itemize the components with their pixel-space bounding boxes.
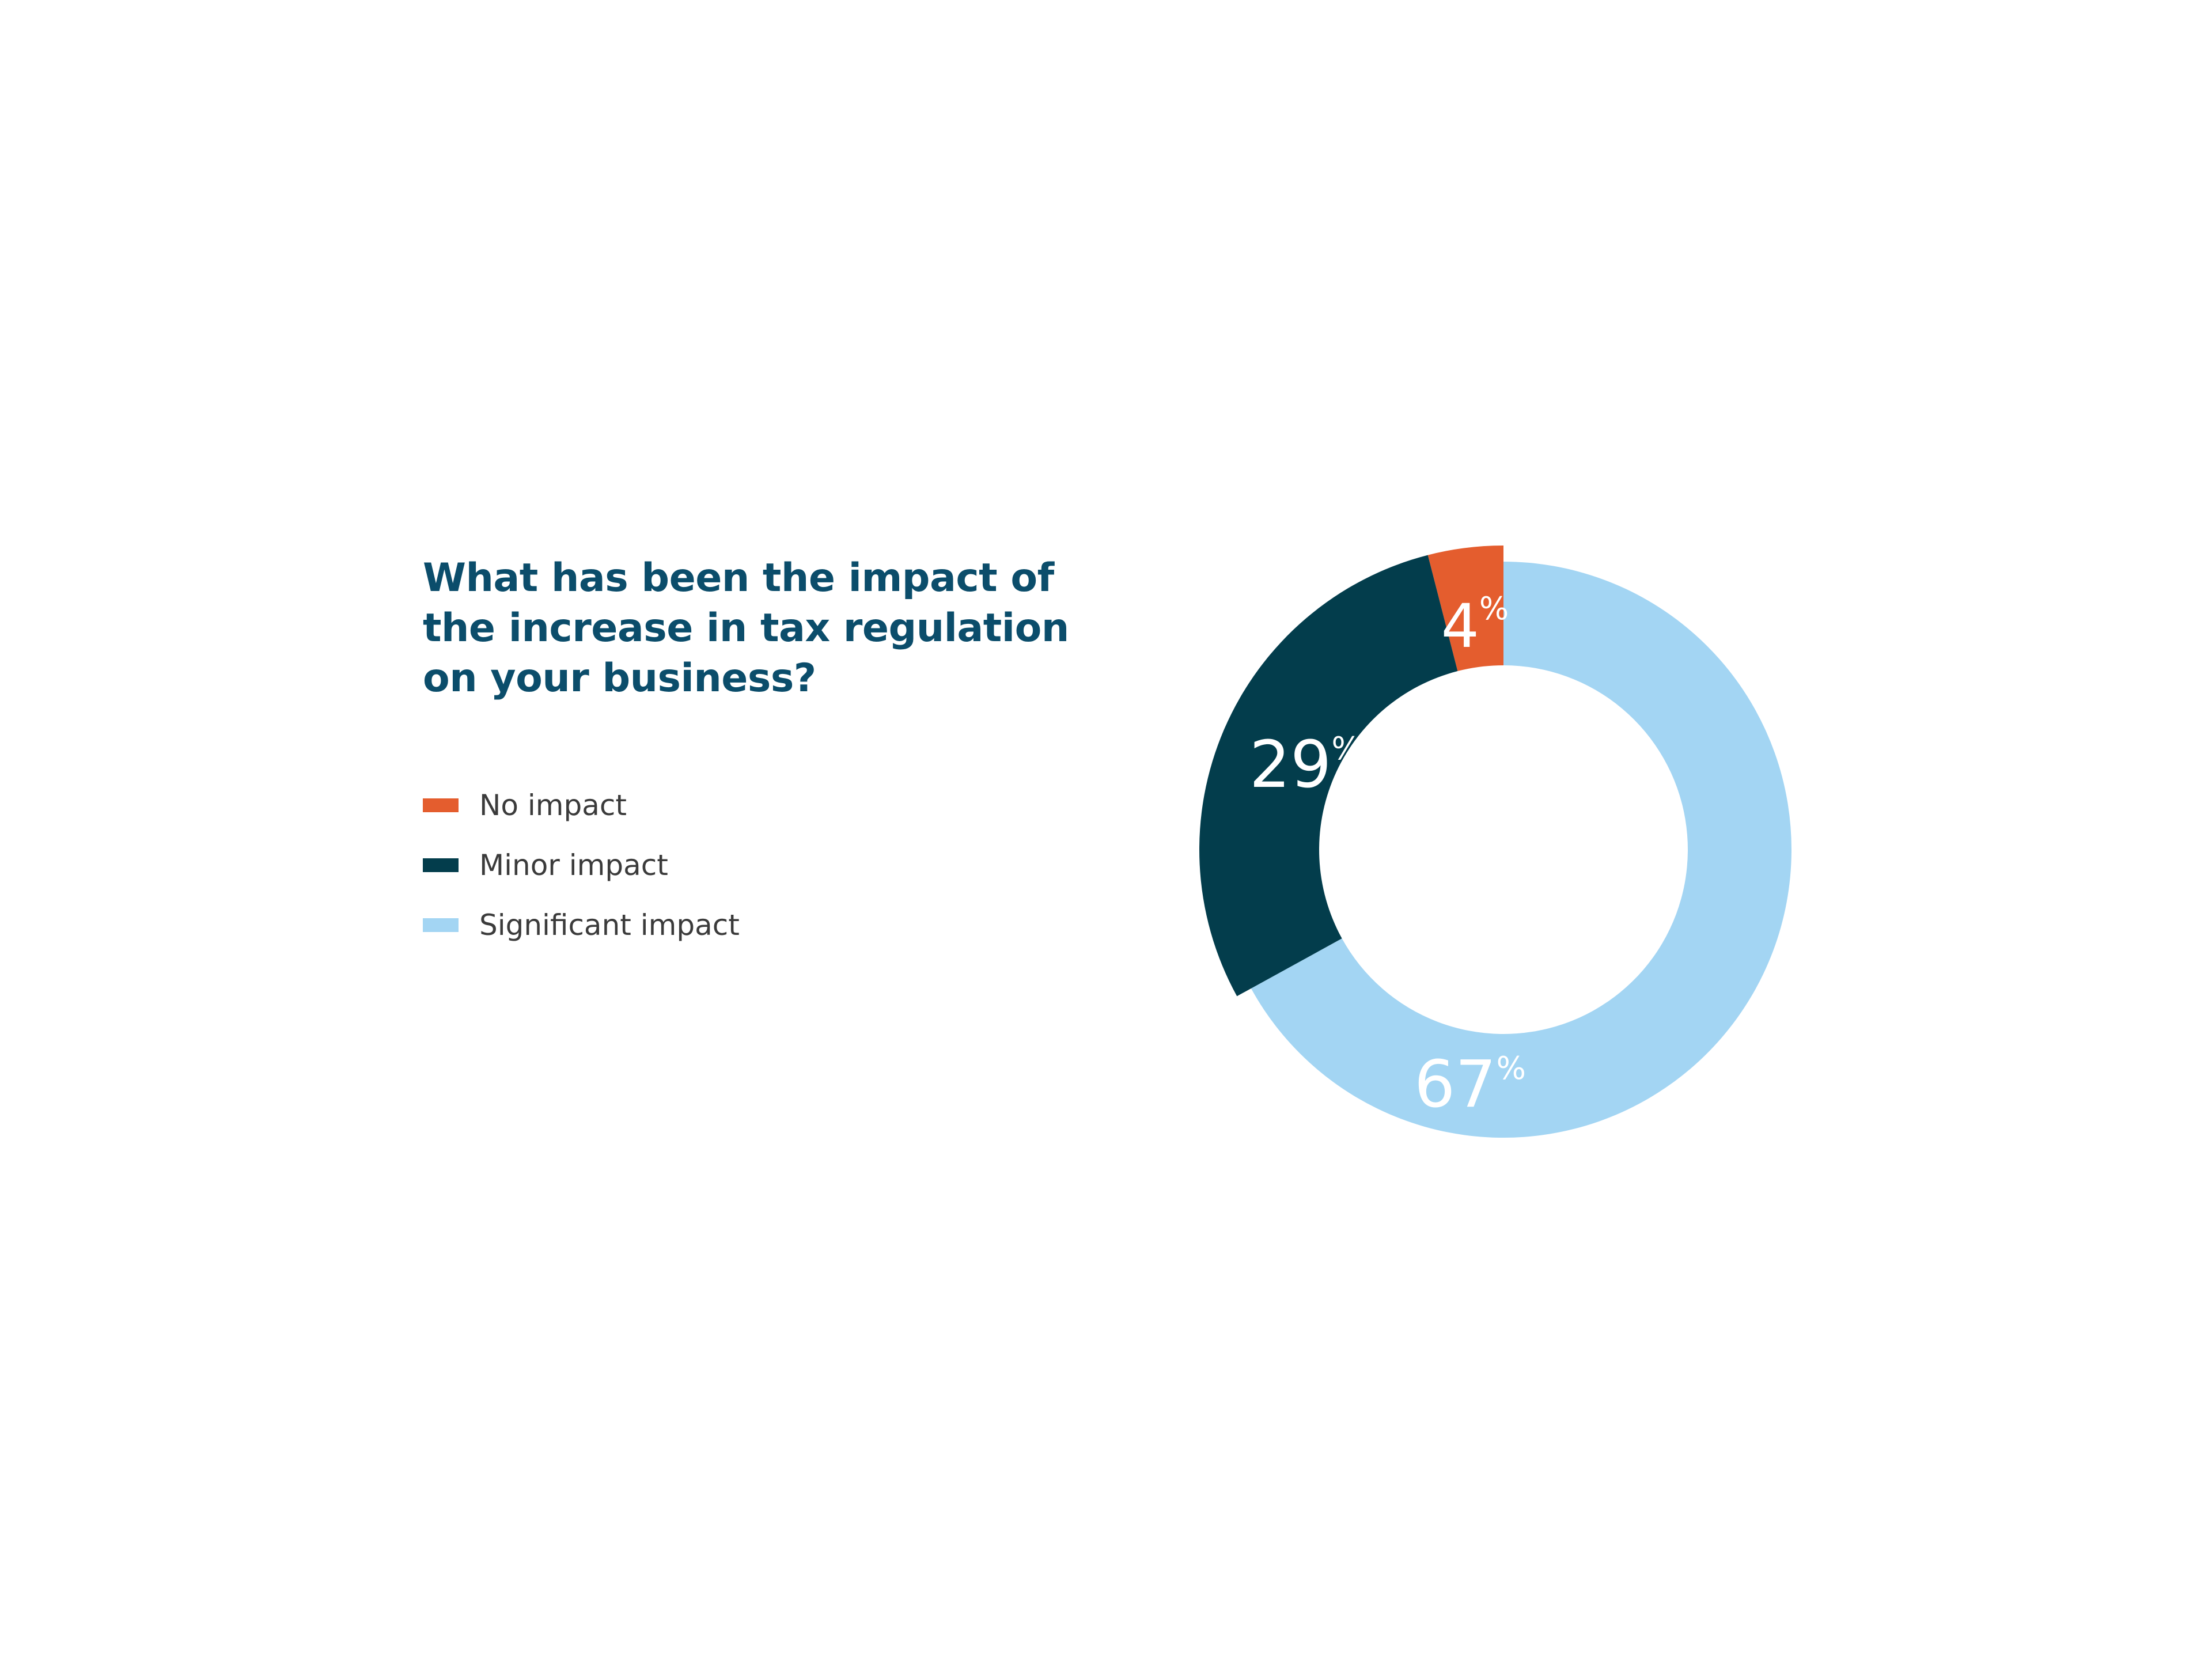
- slice-value-label: 4%: [1441, 590, 1509, 661]
- slice-value-percent-sign: %: [1497, 1050, 1526, 1086]
- chart-title: What has been the impact of the increase…: [423, 555, 1069, 701]
- slice-value-number: 29: [1249, 728, 1332, 802]
- legend-item-significant-impact: Significant impact: [423, 895, 740, 955]
- legend-label: No impact: [479, 789, 627, 822]
- legend-swatch: [423, 858, 459, 872]
- slice-value-percent-sign: %: [1331, 730, 1361, 767]
- legend-item-minor-impact: Minor impact: [423, 835, 740, 895]
- legend-swatch: [423, 918, 459, 932]
- slice-minor-impact: [1199, 555, 1458, 997]
- legend-label: Significant impact: [479, 908, 740, 942]
- legend-label: Minor impact: [479, 849, 668, 882]
- legend-item-no-impact: No impact: [423, 775, 740, 835]
- slice-significant-impact: [1251, 562, 1791, 1138]
- legend: No impact Minor impact Significant impac…: [423, 775, 740, 955]
- slice-value-label: 67%: [1414, 1047, 1526, 1122]
- legend-swatch: [423, 798, 459, 812]
- slice-value-percent-sign: %: [1479, 590, 1509, 627]
- slice-value-number: 4: [1441, 591, 1479, 661]
- donut-chart: 4%29%67%: [1199, 546, 1791, 1138]
- slice-value-label: 29%: [1249, 728, 1361, 802]
- slice-value-number: 67: [1414, 1047, 1497, 1122]
- slice-no-impact: [1427, 546, 1503, 672]
